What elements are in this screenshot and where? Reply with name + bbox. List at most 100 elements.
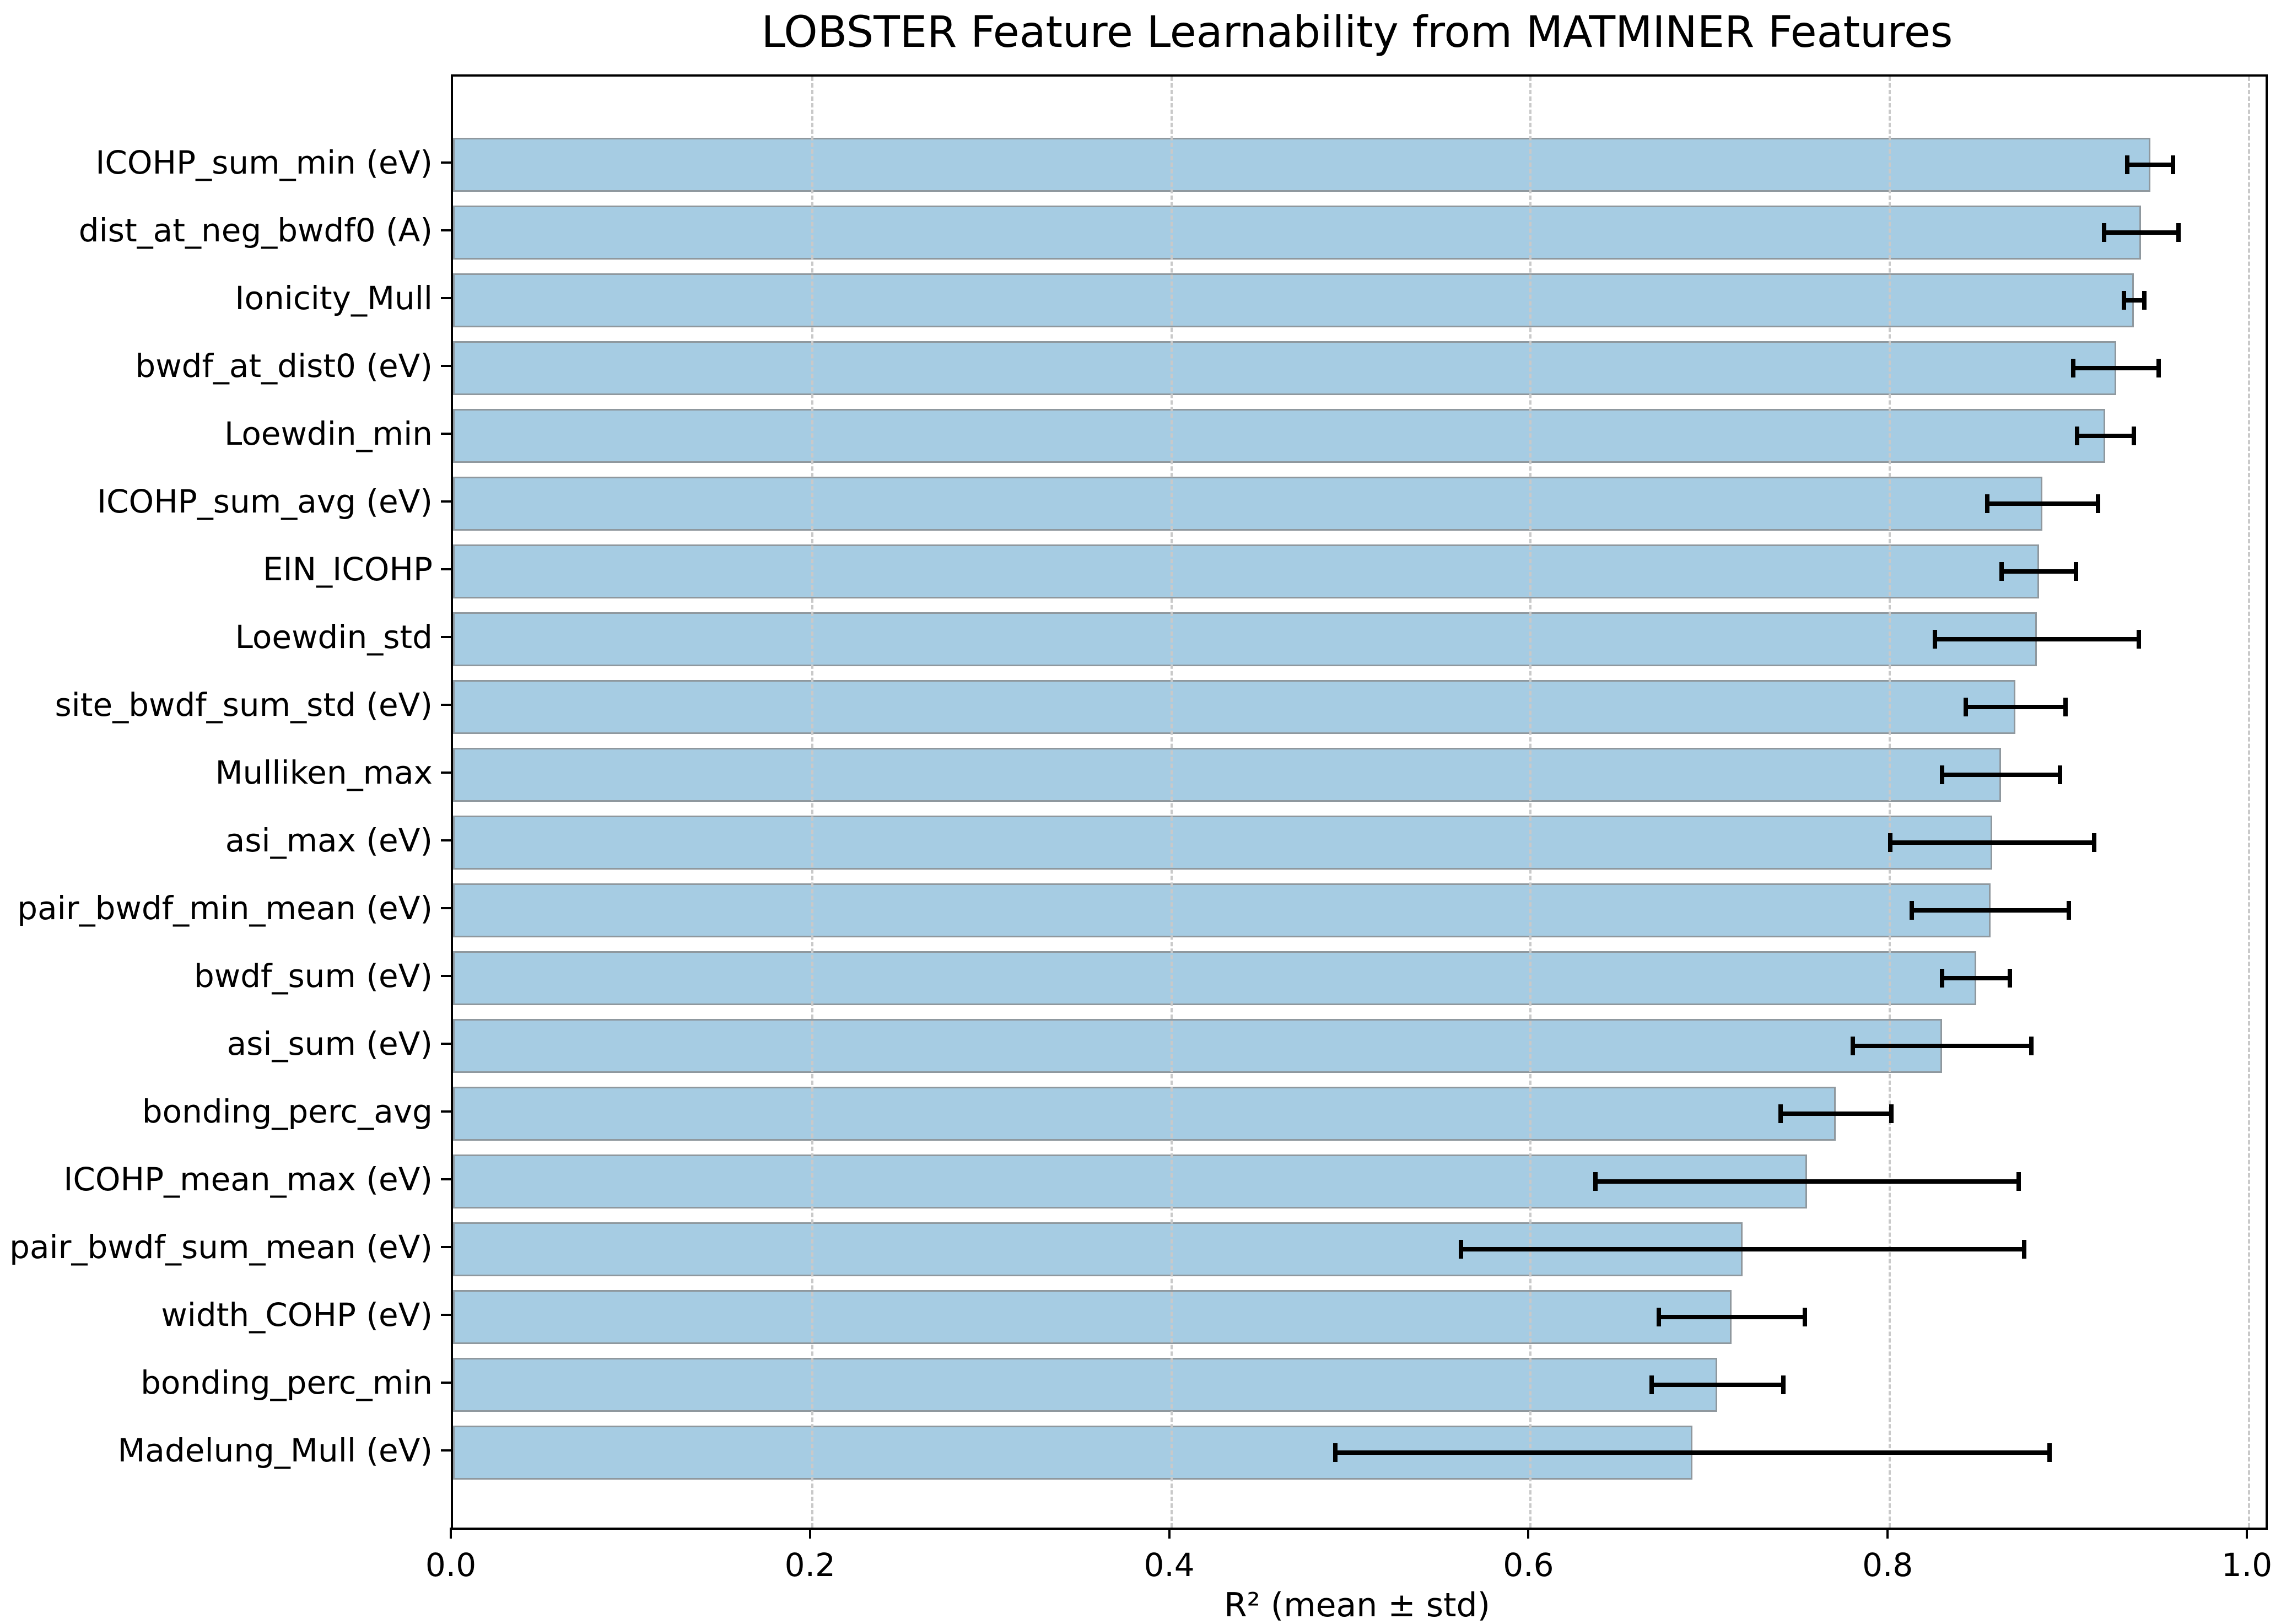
error-bar-cap-high [2074, 562, 2079, 581]
error-bar-cap-high [1803, 1308, 1808, 1326]
error-bar [2101, 223, 2181, 242]
y-tick-mark [441, 636, 451, 638]
error-bar [1963, 698, 2068, 716]
error-bar [2074, 427, 2136, 445]
error-bar-cap-high [1889, 1104, 1894, 1123]
error-bar-cap-low [1656, 1308, 1661, 1326]
y-tick-label: EIN_ICOHP [263, 551, 433, 588]
error-bar-cap-low [1593, 1172, 1598, 1191]
x-tick-label: 0.0 [425, 1546, 477, 1584]
error-bar-cap-low [1459, 1240, 1464, 1259]
error-bar-cap-high [2095, 494, 2100, 513]
y-tick-label: width_COHP (eV) [161, 1296, 433, 1334]
bar [453, 680, 2016, 734]
error-bar-cap-high [1781, 1375, 1786, 1394]
error-bar-line [2071, 366, 2161, 370]
error-bar [1649, 1375, 1786, 1394]
error-bar-line [1656, 1315, 1808, 1319]
error-bar [1985, 494, 2100, 513]
error-bar-cap-low [1910, 901, 1915, 920]
error-bar-line [1459, 1247, 2026, 1251]
bar [453, 951, 1976, 1005]
error-bar [1933, 630, 2142, 649]
bar [453, 748, 2002, 802]
y-tick-mark [441, 975, 451, 977]
error-bar-line [1910, 908, 2072, 913]
bar [453, 206, 2142, 260]
y-tick-label: site_bwdf_sum_std (eV) [55, 686, 433, 724]
error-bar-line [1933, 637, 2142, 641]
y-tick-label: Madelung_Mull (eV) [117, 1432, 433, 1469]
bar [453, 1154, 1808, 1208]
error-bar [1910, 901, 2072, 920]
error-bar [1333, 1443, 2052, 1462]
error-bar-cap-low [1999, 562, 2004, 581]
error-bar-cap-low [1985, 494, 1989, 513]
y-tick-mark [441, 1246, 451, 1248]
y-tick-label: bwdf_at_dist0 (eV) [135, 347, 433, 385]
y-tick-label: asi_max (eV) [225, 822, 433, 859]
gridline [1170, 77, 1173, 1528]
error-bar [1940, 969, 2012, 988]
error-bar-cap-low [1940, 765, 1945, 784]
y-tick-label: asi_sum (eV) [227, 1025, 433, 1062]
error-bar-line [2101, 230, 2181, 235]
y-tick-mark [441, 839, 451, 841]
y-tick-label: ICOHP_sum_avg (eV) [96, 483, 433, 520]
error-bar-cap-high [2131, 427, 2136, 445]
error-bar-cap-low [2121, 291, 2126, 310]
error-bar-cap-high [2142, 291, 2147, 310]
bar [453, 1087, 1836, 1141]
x-axis-label: R² (mean ± std) [1223, 1586, 1491, 1624]
error-bar-cap-high [2156, 359, 2161, 377]
error-bar [1999, 562, 2079, 581]
y-tick-label: bonding_perc_min [141, 1364, 433, 1401]
y-tick-label: ICOHP_sum_min (eV) [95, 144, 433, 181]
bar [453, 477, 2043, 531]
bar [453, 409, 2106, 463]
error-bar-line [1940, 976, 2012, 980]
error-bar-line [2125, 163, 2176, 167]
bar [453, 1019, 1942, 1073]
error-bar-cap-high [2047, 1443, 2052, 1462]
bar [453, 1358, 1718, 1412]
x-tick-mark [1527, 1528, 1530, 1539]
error-bar-cap-high [2029, 1037, 2034, 1055]
y-tick-label: bwdf_sum (eV) [193, 957, 433, 995]
error-bar-line [1963, 705, 2068, 709]
x-tick-label: 0.6 [1503, 1546, 1554, 1584]
plot-area [451, 74, 2268, 1530]
gridline [1889, 77, 1891, 1528]
error-bar-line [1850, 1044, 2034, 1048]
error-bar-cap-low [1850, 1037, 1855, 1055]
error-bar-line [2121, 298, 2147, 303]
bar [453, 1290, 1732, 1344]
error-bar-cap-high [2137, 630, 2142, 649]
error-bar-cap-high [2176, 223, 2181, 242]
y-tick-label: Loewdin_min [224, 415, 433, 452]
y-tick-label: Mulliken_max [215, 754, 433, 791]
y-tick-mark [441, 907, 451, 909]
error-bar [2071, 359, 2161, 377]
error-bar-cap-low [2101, 223, 2106, 242]
y-tick-mark [441, 365, 451, 367]
chart-title: LOBSTER Feature Learnability from MATMIN… [761, 8, 1953, 57]
error-bar-line [1649, 1383, 1786, 1387]
bar [453, 138, 2150, 192]
x-tick-mark [1886, 1528, 1889, 1539]
x-tick-mark [2246, 1528, 2248, 1539]
bar [453, 883, 1991, 937]
error-bar-cap-high [2058, 765, 2063, 784]
error-bar [2121, 291, 2147, 310]
y-tick-mark [441, 161, 451, 164]
y-tick-mark [441, 1178, 451, 1180]
error-bar [1656, 1308, 1808, 1326]
bar [453, 816, 1992, 870]
error-bar-cap-low [1778, 1104, 1783, 1123]
error-bar-cap-low [1940, 969, 1945, 988]
y-tick-mark [441, 433, 451, 435]
error-bar [1940, 765, 2063, 784]
error-bar-cap-low [2071, 359, 2076, 377]
error-bar-cap-high [2171, 155, 2176, 174]
y-tick-mark [441, 229, 451, 231]
